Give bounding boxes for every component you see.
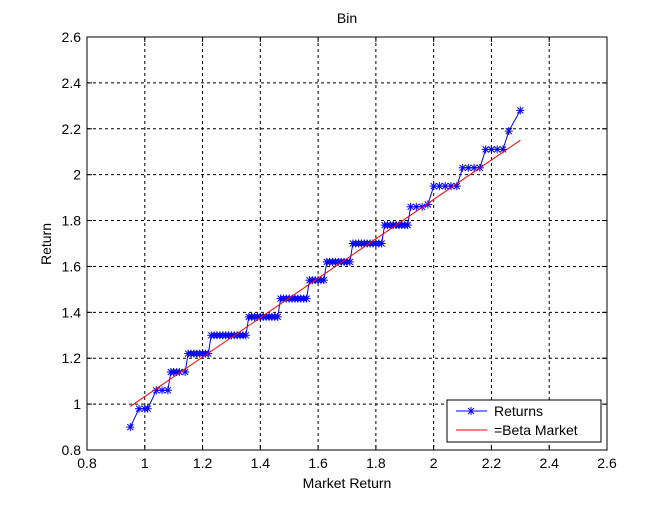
x-tick-label: 0.8 bbox=[77, 455, 97, 471]
series-layer bbox=[126, 106, 525, 432]
returns-data-point bbox=[152, 386, 161, 395]
returns-data-point bbox=[406, 202, 415, 211]
axis-ticks: 0.8 1 1.2 1.4 1.6 1.8 2 2.2 2.4 2.6 0.8 1 1.2 1.4 1.6 1… bbox=[62, 29, 617, 471]
x-tick-label: 1.6 bbox=[308, 455, 328, 471]
legend: Returns =Beta Market bbox=[446, 399, 602, 443]
returns-data-point bbox=[499, 145, 507, 154]
x-tick-label: 1 bbox=[141, 455, 149, 471]
returns-data-point bbox=[345, 257, 354, 266]
y-tick-label: 1.4 bbox=[62, 304, 82, 320]
returns-data-point bbox=[302, 294, 311, 303]
returns-data-point bbox=[516, 106, 525, 115]
legend-returns-marker bbox=[467, 407, 475, 415]
x-axis-label: Market Return bbox=[303, 475, 392, 491]
y-tick-label: 1.2 bbox=[62, 350, 82, 366]
x-tick-label: 2.6 bbox=[597, 455, 617, 471]
legend-label-beta-market: =Beta Market bbox=[494, 422, 578, 438]
legend-box bbox=[446, 399, 602, 443]
y-tick-label: 2.4 bbox=[62, 75, 82, 91]
returns-data-point bbox=[143, 404, 152, 413]
returns-data-point bbox=[126, 423, 135, 432]
chart-title: Bin bbox=[337, 10, 357, 26]
x-tick-label: 2 bbox=[430, 455, 438, 471]
legend-label-returns: Returns bbox=[494, 403, 543, 419]
returns-data-point bbox=[504, 127, 513, 136]
returns-data-point bbox=[377, 239, 386, 248]
y-tick-label: 1.8 bbox=[62, 213, 82, 229]
returns-data-point bbox=[403, 221, 412, 230]
x-tick-label: 2.2 bbox=[482, 455, 502, 471]
returns-data-point bbox=[273, 312, 282, 321]
grid-lines bbox=[87, 37, 607, 450]
y-tick-label: 2.2 bbox=[62, 121, 82, 137]
x-tick-label: 2.4 bbox=[539, 455, 559, 471]
returns-data-point bbox=[163, 386, 172, 395]
x-tick-label: 1.8 bbox=[366, 455, 386, 471]
returns-data-point bbox=[241, 331, 250, 340]
plot-area bbox=[87, 37, 607, 450]
y-tick-label: 2.6 bbox=[62, 29, 82, 45]
plot-frame bbox=[86, 36, 608, 451]
y-tick-label: 2 bbox=[73, 167, 81, 183]
y-axis-label: Return bbox=[38, 223, 54, 265]
y-tick-label: 1 bbox=[73, 396, 81, 412]
x-tick-label: 1.2 bbox=[193, 455, 213, 471]
beta-market-line bbox=[130, 139, 521, 407]
returns-data-point bbox=[319, 276, 328, 285]
returns-data-point bbox=[441, 182, 450, 191]
x-tick-label: 1.4 bbox=[251, 455, 271, 471]
y-tick-label: 1.6 bbox=[62, 258, 82, 274]
returns-data-point bbox=[470, 163, 479, 172]
y-tick-label: 0.8 bbox=[62, 442, 82, 458]
